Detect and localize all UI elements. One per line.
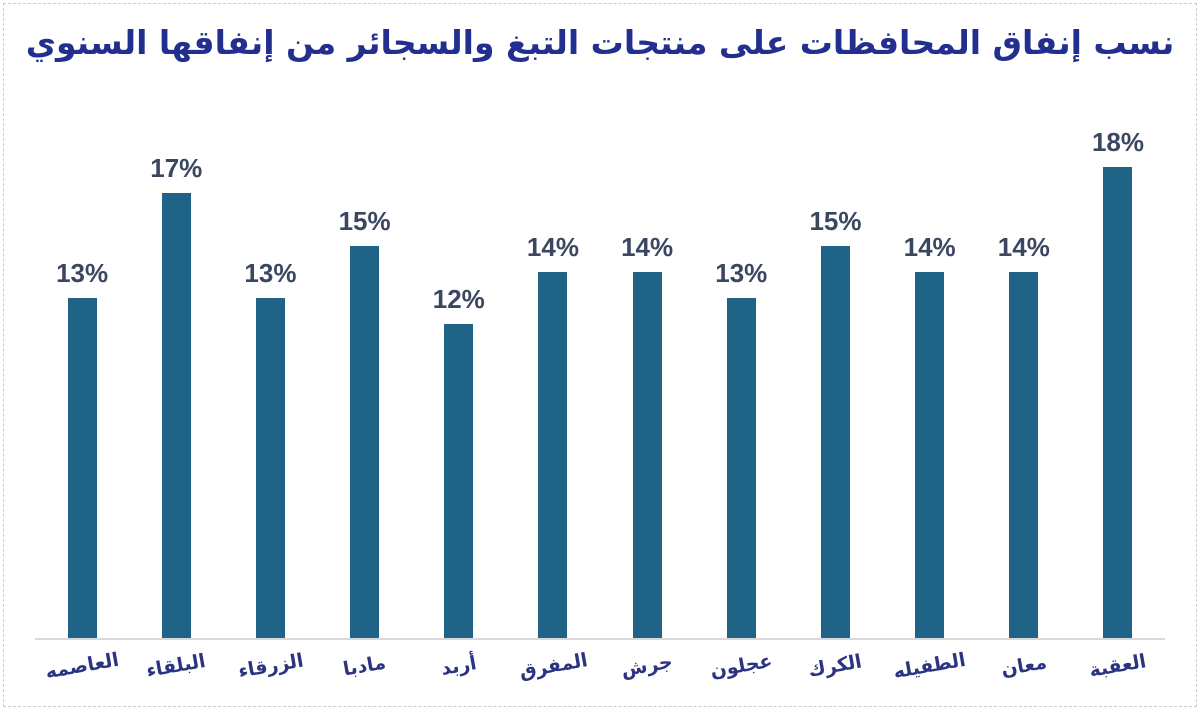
bar-group: 13% bbox=[223, 95, 317, 638]
x-axis-label: الطفيله bbox=[891, 648, 968, 684]
x-axis-label: الزرقاء bbox=[236, 649, 305, 683]
bar-value-label: 17% bbox=[150, 153, 203, 183]
bar bbox=[350, 246, 380, 638]
x-axis-label-cell: الطفيله bbox=[883, 649, 977, 699]
bar-group: 18% bbox=[1071, 95, 1165, 638]
x-axis-label: مادبا bbox=[341, 651, 388, 681]
x-axis-label: البلقاء bbox=[144, 649, 208, 683]
chart-title: نسب إنفاق المحافظات على منتجات التبغ وال… bbox=[25, 23, 1175, 62]
bar-value-label: 14% bbox=[621, 232, 674, 262]
x-axis-label: المفرق bbox=[517, 649, 589, 683]
x-axis-label: جرش bbox=[619, 650, 675, 682]
x-axis-label: العقبة bbox=[1087, 650, 1149, 682]
bar bbox=[1103, 167, 1133, 638]
bar-group: 14% bbox=[600, 95, 694, 638]
x-axis-label-cell: البلقاء bbox=[129, 649, 223, 699]
bar-value-label: 15% bbox=[809, 206, 862, 236]
x-axis-label-cell: العقبة bbox=[1071, 649, 1165, 699]
bar-value-label: 14% bbox=[526, 232, 579, 262]
bar-value-label: 18% bbox=[1091, 127, 1144, 157]
bar bbox=[632, 272, 662, 638]
bar-value-label: 13% bbox=[244, 258, 297, 288]
x-axis-label: عجلون bbox=[708, 649, 774, 683]
bar-group: 13% bbox=[694, 95, 788, 638]
bar bbox=[915, 272, 945, 638]
bar bbox=[1009, 272, 1039, 638]
bar bbox=[538, 272, 568, 638]
bar-value-label: 14% bbox=[903, 232, 956, 262]
bar-value-label: 15% bbox=[338, 206, 391, 236]
x-axis-label-cell: معان bbox=[977, 649, 1071, 699]
x-axis-label: معان bbox=[999, 651, 1049, 681]
bar bbox=[67, 298, 97, 638]
x-axis-label: الكرك bbox=[806, 650, 864, 682]
bar-group: 14% bbox=[883, 95, 977, 638]
bar-value-label: 13% bbox=[715, 258, 768, 288]
bars-container: 13% 17% 13% 15% 12% 14% 14% 13% 15% 14% 14% 18% bbox=[35, 95, 1165, 638]
bar bbox=[255, 298, 285, 638]
bar-group: 14% bbox=[506, 95, 600, 638]
x-axis-label-cell: عجلون bbox=[694, 649, 788, 699]
bar bbox=[726, 298, 756, 638]
bar bbox=[820, 246, 850, 638]
bar bbox=[444, 324, 474, 638]
bar-group: 15% bbox=[788, 95, 882, 638]
x-axis-label-cell: الكرك bbox=[788, 649, 882, 699]
bar-group: 15% bbox=[318, 95, 412, 638]
x-axis-label: أربد bbox=[439, 652, 479, 680]
bar-group: 14% bbox=[977, 95, 1071, 638]
bar-group: 17% bbox=[129, 95, 223, 638]
x-axis-label-cell: مادبا bbox=[318, 649, 412, 699]
x-axis-label-cell: العاصمه bbox=[35, 649, 129, 699]
bar-value-label: 12% bbox=[432, 284, 485, 314]
x-axis-label: العاصمه bbox=[43, 648, 121, 684]
bar bbox=[161, 193, 191, 638]
bar-value-label: 14% bbox=[997, 232, 1050, 262]
bar-group: 12% bbox=[412, 95, 506, 638]
x-axis-label-cell: الزرقاء bbox=[223, 649, 317, 699]
x-axis-labels: العاصمه البلقاء الزرقاء مادبا أربد المفرق جرش ع… bbox=[35, 649, 1165, 699]
x-axis-label-cell: المفرق bbox=[506, 649, 600, 699]
bar-value-label: 13% bbox=[56, 258, 109, 288]
x-axis-label-cell: أربد bbox=[412, 649, 506, 699]
x-axis-label-cell: جرش bbox=[600, 649, 694, 699]
plot-area: 13% 17% 13% 15% 12% 14% 14% 13% 15% 14% 14% 18% bbox=[35, 95, 1165, 640]
bar-group: 13% bbox=[35, 95, 129, 638]
